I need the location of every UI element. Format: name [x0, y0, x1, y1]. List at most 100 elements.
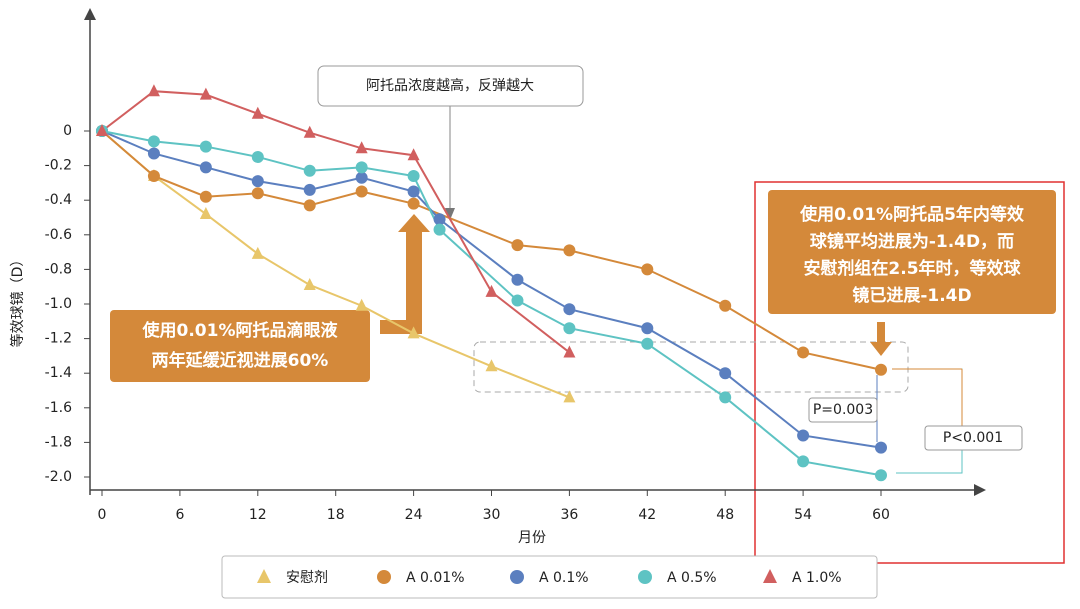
data-point	[511, 239, 524, 252]
callout-text: 使用0.01%阿托品滴眼液	[142, 320, 338, 341]
data-point	[511, 294, 524, 307]
data-point	[147, 169, 160, 182]
data-point	[433, 213, 446, 226]
p-value: P=0.003	[813, 402, 873, 418]
y-tick-label: 0	[63, 123, 72, 139]
data-point	[407, 169, 420, 182]
data-point	[96, 124, 108, 136]
data-point	[251, 175, 264, 188]
data-point	[303, 164, 316, 177]
data-point	[563, 244, 576, 257]
series-line	[101, 130, 882, 449]
rebound-note: 阿托品浓度越高，反弹越大	[366, 77, 534, 94]
data-point	[719, 299, 732, 312]
p-value: P<0.001	[943, 430, 1003, 446]
dashed-box	[473, 341, 909, 393]
data-point	[199, 161, 212, 174]
data-point	[641, 322, 654, 335]
p-bracket	[892, 368, 963, 474]
data-point	[407, 185, 420, 198]
legend-label: A 1.0%	[792, 570, 842, 586]
note-arrow-head	[445, 208, 455, 220]
legend-label: 安慰剂	[286, 569, 328, 586]
data-point	[147, 147, 160, 160]
x-tick-label: 12	[249, 507, 267, 523]
data-point	[641, 263, 654, 276]
data-point	[251, 246, 264, 259]
data-point	[355, 161, 368, 174]
x-tick-label: 6	[175, 507, 184, 523]
y-axis-label: 等效球镜（D）	[9, 253, 26, 348]
data-point	[303, 183, 316, 196]
legend-label: A 0.1%	[539, 570, 589, 586]
data-point	[303, 277, 316, 290]
legend-label: A 0.5%	[667, 570, 717, 586]
y-tick-label: -0.2	[45, 158, 72, 174]
legend-marker	[257, 569, 271, 583]
data-point	[407, 197, 420, 210]
data-point	[797, 346, 810, 359]
data-point	[407, 326, 420, 339]
x-tick-label: 42	[638, 507, 656, 523]
data-point	[199, 87, 212, 100]
data-point	[355, 185, 368, 198]
callout-box	[768, 190, 1056, 314]
data-point	[147, 135, 160, 148]
x-tick-label: 36	[560, 507, 578, 523]
x-axis-arrow	[974, 484, 986, 496]
x-tick-label: 24	[405, 507, 423, 523]
x-axis-label: 月份	[518, 530, 546, 546]
p-box	[808, 397, 878, 423]
data-point	[563, 390, 576, 403]
legend	[221, 555, 878, 599]
data-point	[797, 455, 810, 468]
x-tick-label: 54	[794, 507, 812, 523]
data-point	[355, 141, 368, 154]
data-point	[563, 303, 576, 316]
data-point	[511, 273, 524, 286]
data-point	[355, 171, 368, 184]
data-point	[563, 345, 576, 358]
callout-text: 镜已进展-1.4D	[852, 285, 971, 306]
x-tick-label: 0	[98, 507, 107, 523]
data-point	[199, 190, 212, 203]
y-tick-label: -2.0	[45, 469, 72, 485]
data-point	[303, 199, 316, 212]
callout-text: 安慰剂组在2.5年时，等效球	[803, 258, 1021, 279]
data-point	[355, 298, 368, 311]
y-axis-arrow	[84, 8, 96, 20]
data-point	[199, 140, 212, 153]
callout-text: 两年延缓近视进展60%	[152, 350, 329, 371]
data-point	[485, 284, 498, 297]
data-point	[875, 469, 887, 482]
legend-label: A 0.01%	[406, 570, 465, 586]
data-point	[147, 84, 160, 97]
y-tick-label: -0.6	[45, 227, 72, 243]
y-tick-label: -1.8	[45, 434, 72, 450]
data-point	[875, 363, 887, 376]
data-point	[797, 429, 810, 442]
x-tick-label: 30	[483, 507, 501, 523]
data-point	[719, 391, 732, 404]
y-tick-label: -1.2	[45, 331, 72, 347]
x-tick-label: 48	[716, 507, 734, 523]
y-tick-label: -0.8	[45, 261, 72, 277]
y-tick-label: -1.4	[45, 365, 72, 381]
callout-text: 使用0.01%阿托品5年内等效	[799, 204, 1024, 225]
callout-arrow	[870, 322, 892, 356]
data-point	[875, 441, 887, 454]
callout-arrow	[380, 214, 430, 334]
data-point	[719, 367, 732, 380]
y-tick-label: -0.4	[45, 192, 72, 208]
data-point	[199, 207, 212, 220]
data-point	[251, 150, 264, 163]
data-point	[485, 359, 498, 372]
data-point	[641, 337, 654, 350]
y-tick-label: -1.0	[45, 296, 72, 312]
data-point	[407, 148, 420, 161]
callout-box	[110, 310, 370, 382]
data-point	[251, 187, 264, 200]
x-tick-label: 18	[327, 507, 345, 523]
data-point	[563, 322, 576, 335]
